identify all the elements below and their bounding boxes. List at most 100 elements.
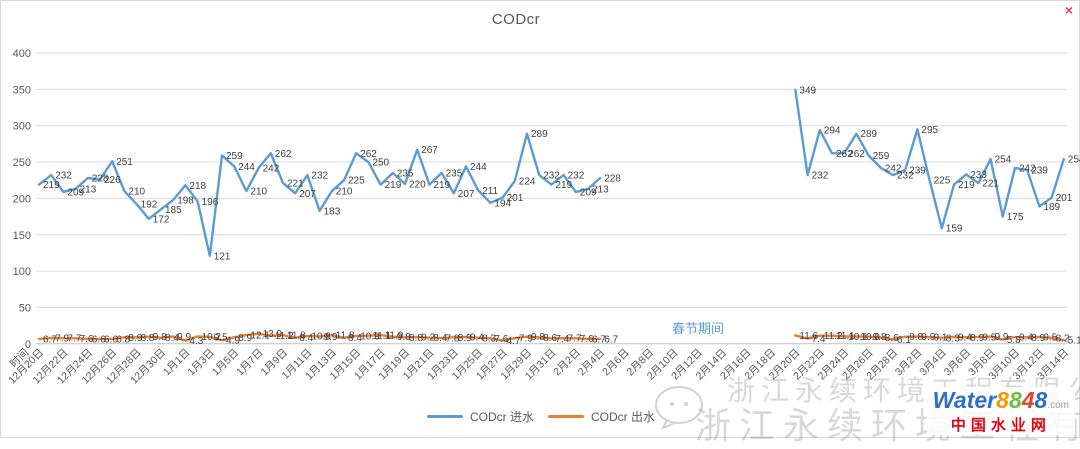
data-label: 210 [128,187,145,198]
chart-title: CODcr [491,11,541,28]
y-tick-label: 50 [19,302,31,314]
effluent-line [37,332,602,342]
data-label: 219 [433,180,450,191]
data-label: 11.6 [799,331,818,342]
data-label: 9.8 [153,332,167,343]
data-label: 11.8 [336,331,355,342]
y-tick-label: 150 [13,230,31,242]
data-label: 210 [250,187,267,198]
data-label: 220 [409,179,426,190]
y-tick-label: 350 [13,84,31,96]
data-label: 7.4 [812,334,826,345]
effluent-line [794,334,1066,342]
data-label: 262 [360,149,377,160]
data-label: 189 [1043,202,1060,213]
data-label: 232 [311,171,328,182]
data-label: 159 [946,224,963,235]
data-label: 232 [812,171,829,182]
data-label: 7.6 [494,334,508,345]
data-label: 10.8 [311,331,331,342]
data-label: 262 [836,149,853,160]
data-label: 12.1 [250,331,270,342]
data-label: 6.6 [104,335,118,346]
legend-item-effluent: CODcr 出水 [548,408,655,425]
data-label: 219 [958,180,975,191]
data-label: 10.9 [360,331,380,342]
data-label: 7.6 [580,334,594,345]
data-label: 242 [263,163,280,174]
data-label: 8.8 [141,333,155,344]
data-label: 6.6 [92,335,106,346]
data-label: 7.6 [80,334,94,345]
y-tick-label: 0 [25,339,31,351]
data-label: 201 [1056,193,1073,204]
data-label: 250 [372,158,389,169]
data-label: 209 [580,187,597,198]
y-tick-label: 100 [13,266,31,278]
data-label: 13.9 [263,329,283,340]
data-label: 5.8 [1007,335,1021,346]
data-label: 11.9 [385,331,404,342]
data-label: 232 [543,171,560,182]
data-label: 8.9 [128,333,142,344]
data-label: 8.3 [946,333,960,344]
data-label: 289 [860,129,877,140]
data-label: 9.9 [995,332,1009,343]
data-label: 9.8 [873,332,887,343]
data-label: 225 [348,176,365,187]
data-label: 232 [897,171,914,182]
data-label: 192 [141,200,158,211]
logo-digit: 8 [1008,387,1022,413]
data-label: 213 [80,184,97,195]
data-label: 9.5 [982,332,996,343]
data-label: 9.9 [177,332,191,343]
data-label: 185 [165,205,182,216]
close-icon[interactable]: × [1064,2,1073,18]
data-label: 8.6 [543,333,557,344]
data-label: 232 [55,171,72,182]
y-tick-label: 300 [13,121,31,133]
plot-area: 0 50 100 150 200 250 300 350 400 时间12月20日12月22日12… [6,48,1080,386]
data-label: 8.4 [433,333,447,344]
data-label: 183 [324,206,341,217]
data-label: 219 [385,180,402,191]
data-label: 7.8 [446,334,460,345]
data-label: 196 [202,197,219,208]
legend-label-influent: CODcr 进水 [470,410,534,424]
data-label: 219 [43,180,60,191]
data-label: 7.7 [568,334,582,345]
data-label: 262 [275,149,292,160]
data-label: 259 [226,151,243,162]
data-label: 11.1 [836,331,855,342]
data-label: 8.3 [482,333,496,344]
data-label: 175 [1007,212,1024,223]
data-label: 7.7 [67,334,81,345]
data-label: 207 [299,189,316,200]
logo-digit: 4 [1021,387,1035,413]
data-label: 210 [336,187,353,198]
logo-subtitle: 中国水业网 [950,417,1051,434]
data-label: 7.9 [55,334,69,345]
data-label: 194 [494,198,511,209]
data-label: 228 [92,174,109,185]
data-label: 213 [592,184,609,195]
data-label: 8.4 [299,333,313,344]
data-label: 254 [1068,155,1080,166]
data-label: 8.6 [885,333,899,344]
data-label: 251 [116,157,133,168]
influent-series: 2192322092132282262512101921721851982181… [37,86,1080,262]
data-label: 239 [909,166,926,177]
data-label: 7.9 [519,334,533,345]
data-label: 226 [104,175,121,186]
effluent-series: 6.77.97.77.66.66.66.88.98.89.88.49.94.31… [37,329,1080,347]
data-label: 7.4 [555,334,569,345]
legend-item-influent: CODcr 进水 [427,408,534,425]
data-label: 9.4 [1019,332,1033,343]
data-label: 6.1 [897,335,911,346]
data-label: 9.5 [214,332,228,343]
data-label: 209 [67,187,84,198]
gridlines [36,52,1067,345]
data-label: 235 [397,168,414,179]
data-label: 232 [568,171,585,182]
